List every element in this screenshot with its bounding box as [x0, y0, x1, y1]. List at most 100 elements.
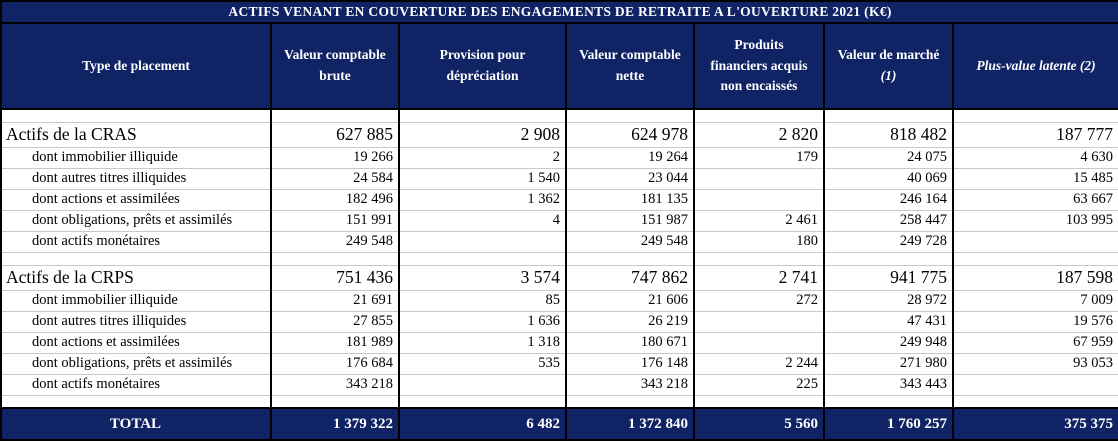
- cell-valeur-marche: 246 164: [823, 189, 953, 211]
- cell-provision: 1 318: [398, 332, 566, 354]
- row-cras-obligations: dont obligations, prêts et assimilés 151…: [1, 210, 1118, 232]
- cell-valeur-brute: 627 885: [270, 122, 399, 148]
- spacer-row: [1, 109, 1118, 123]
- row-label: dont actifs monétaires: [1, 374, 271, 396]
- total-provision: 6 482: [398, 407, 566, 440]
- cell-valeur-marche: 47 431: [823, 311, 953, 333]
- cell-valeur-brute: 751 436: [270, 265, 399, 291]
- col-header-plus-value-label: Plus-value latente: [976, 57, 1077, 73]
- row-cras-monetaires: dont actifs monétaires 249 548 249 548 1…: [1, 231, 1118, 253]
- cell-plus-value: 4 630: [951, 147, 1118, 169]
- cell-provision: [398, 231, 566, 253]
- cell-valeur-nette: 23 044: [565, 168, 694, 190]
- col-header-valeur-de-marche-label: Valeur de marché: [837, 47, 940, 63]
- cell-produits: [693, 189, 824, 211]
- cell-plus-value: 19 576: [951, 311, 1118, 333]
- cell-plus-value: 67 959: [951, 332, 1118, 354]
- total-valeur-nette: 1 372 840: [565, 407, 694, 440]
- cell-valeur-brute: 176 684: [270, 353, 399, 375]
- row-label: dont actifs monétaires: [1, 231, 271, 253]
- cell-plus-value: [951, 374, 1118, 396]
- cell-produits: 225: [693, 374, 824, 396]
- cell-produits: 2 820: [693, 122, 824, 148]
- cell-provision: 2 908: [398, 122, 566, 148]
- cell-produits: [693, 168, 824, 190]
- row-label: dont immobilier illiquide: [1, 290, 271, 312]
- cell-provision: 85: [398, 290, 566, 312]
- cell-produits: 2 244: [693, 353, 824, 375]
- cell-plus-value: 93 053: [951, 353, 1118, 375]
- cell-provision: 4: [398, 210, 566, 232]
- cell-plus-value: 63 667: [951, 189, 1118, 211]
- cell-valeur-marche: 24 075: [823, 147, 953, 169]
- cell-plus-value: 187 598: [951, 265, 1118, 291]
- cell-valeur-brute: 21 691: [270, 290, 399, 312]
- cell-produits: 179: [693, 147, 824, 169]
- row-crps-immobilier: dont immobilier illiquide 21 691 85 21 6…: [1, 290, 1118, 312]
- row-label: dont obligations, prêts et assimilés: [1, 210, 271, 232]
- col-header-valeur-de-marche-note: (1): [880, 68, 897, 83]
- row-cras-autres-titres: dont autres titres illiquides 24 584 1 5…: [1, 168, 1118, 190]
- row-label: dont immobilier illiquide: [1, 147, 271, 169]
- cell-produits: 180: [693, 231, 824, 253]
- row-total: TOTAL 1 379 322 6 482 1 372 840 5 560 1 …: [1, 407, 1118, 440]
- cell-provision: 1 362: [398, 189, 566, 211]
- cell-produits: 2 741: [693, 265, 824, 291]
- col-header-type-de-placement: Type de placement: [1, 23, 271, 110]
- col-header-valeur-de-marche: Valeur de marché (1): [823, 23, 953, 110]
- cell-valeur-marche: 941 775: [823, 265, 953, 291]
- title-row: ACTIFS VENANT EN COUVERTURE DES ENGAGEME…: [1, 1, 1118, 24]
- row-crps-obligations: dont obligations, prêts et assimilés 176…: [1, 353, 1118, 375]
- cell-valeur-marche: 28 972: [823, 290, 953, 312]
- spacer-row: [1, 252, 1118, 266]
- total-valeur-brute: 1 379 322: [270, 407, 399, 440]
- row-cras-total: Actifs de la CRAS 627 885 2 908 624 978 …: [1, 122, 1118, 148]
- cell-valeur-nette: 343 218: [565, 374, 694, 396]
- total-plus-value: 375 375: [951, 407, 1118, 440]
- cell-provision: 1 636: [398, 311, 566, 333]
- table-title: ACTIFS VENANT EN COUVERTURE DES ENGAGEME…: [1, 1, 1118, 24]
- col-header-produits-financiers: Produits financiers acquis non encaissés: [693, 23, 824, 110]
- cell-valeur-brute: 182 496: [270, 189, 399, 211]
- cell-valeur-brute: 151 991: [270, 210, 399, 232]
- cell-produits: [693, 311, 824, 333]
- cell-plus-value: 15 485: [951, 168, 1118, 190]
- cell-valeur-nette: 180 671: [565, 332, 694, 354]
- cell-valeur-marche: 258 447: [823, 210, 953, 232]
- cell-provision: 2: [398, 147, 566, 169]
- row-label: Actifs de la CRPS: [1, 265, 271, 291]
- row-cras-immobilier: dont immobilier illiquide 19 266 2 19 26…: [1, 147, 1118, 169]
- cell-produits: 2 461: [693, 210, 824, 232]
- cell-valeur-brute: 27 855: [270, 311, 399, 333]
- row-label: dont obligations, prêts et assimilés: [1, 353, 271, 375]
- row-label: Actifs de la CRAS: [1, 122, 271, 148]
- cell-valeur-brute: 343 218: [270, 374, 399, 396]
- row-label: dont autres titres illiquides: [1, 311, 271, 333]
- spacer-row: [1, 395, 1118, 409]
- cell-provision: 535: [398, 353, 566, 375]
- column-header-row: Type de placement Valeur comptable brute…: [1, 23, 1118, 110]
- cell-produits: [693, 332, 824, 354]
- cell-plus-value: 187 777: [951, 122, 1118, 148]
- cell-valeur-marche: 249 728: [823, 231, 953, 253]
- cell-valeur-marche: 818 482: [823, 122, 953, 148]
- cell-valeur-marche: 343 443: [823, 374, 953, 396]
- row-label: dont actions et assimilées: [1, 332, 271, 354]
- total-valeur-marche: 1 760 257: [823, 407, 953, 440]
- cell-valeur-nette: 181 135: [565, 189, 694, 211]
- col-header-provision-depreciation: Provision pour dépréciation: [398, 23, 566, 110]
- cell-valeur-nette: 26 219: [565, 311, 694, 333]
- cell-valeur-brute: 24 584: [270, 168, 399, 190]
- row-crps-monetaires: dont actifs monétaires 343 218 343 218 2…: [1, 374, 1118, 396]
- total-label: TOTAL: [1, 407, 271, 440]
- cell-valeur-marche: 40 069: [823, 168, 953, 190]
- cell-plus-value: 7 009: [951, 290, 1118, 312]
- cell-valeur-marche: 271 980: [823, 353, 953, 375]
- cell-valeur-nette: 151 987: [565, 210, 694, 232]
- cell-valeur-brute: 19 266: [270, 147, 399, 169]
- row-crps-total: Actifs de la CRPS 751 436 3 574 747 862 …: [1, 265, 1118, 291]
- cell-plus-value: [951, 231, 1118, 253]
- cell-provision: 1 540: [398, 168, 566, 190]
- row-label: dont actions et assimilées: [1, 189, 271, 211]
